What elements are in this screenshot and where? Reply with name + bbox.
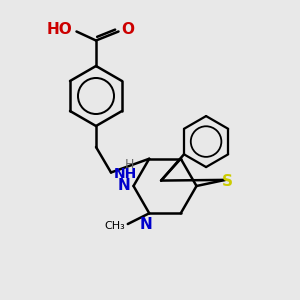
Text: N: N: [117, 178, 130, 194]
Text: O: O: [121, 22, 134, 38]
Text: NH: NH: [113, 167, 137, 181]
Text: HO: HO: [47, 22, 73, 38]
Text: CH₃: CH₃: [104, 221, 125, 231]
Text: S: S: [222, 174, 233, 189]
Text: H: H: [125, 158, 134, 172]
Text: N: N: [140, 217, 153, 232]
